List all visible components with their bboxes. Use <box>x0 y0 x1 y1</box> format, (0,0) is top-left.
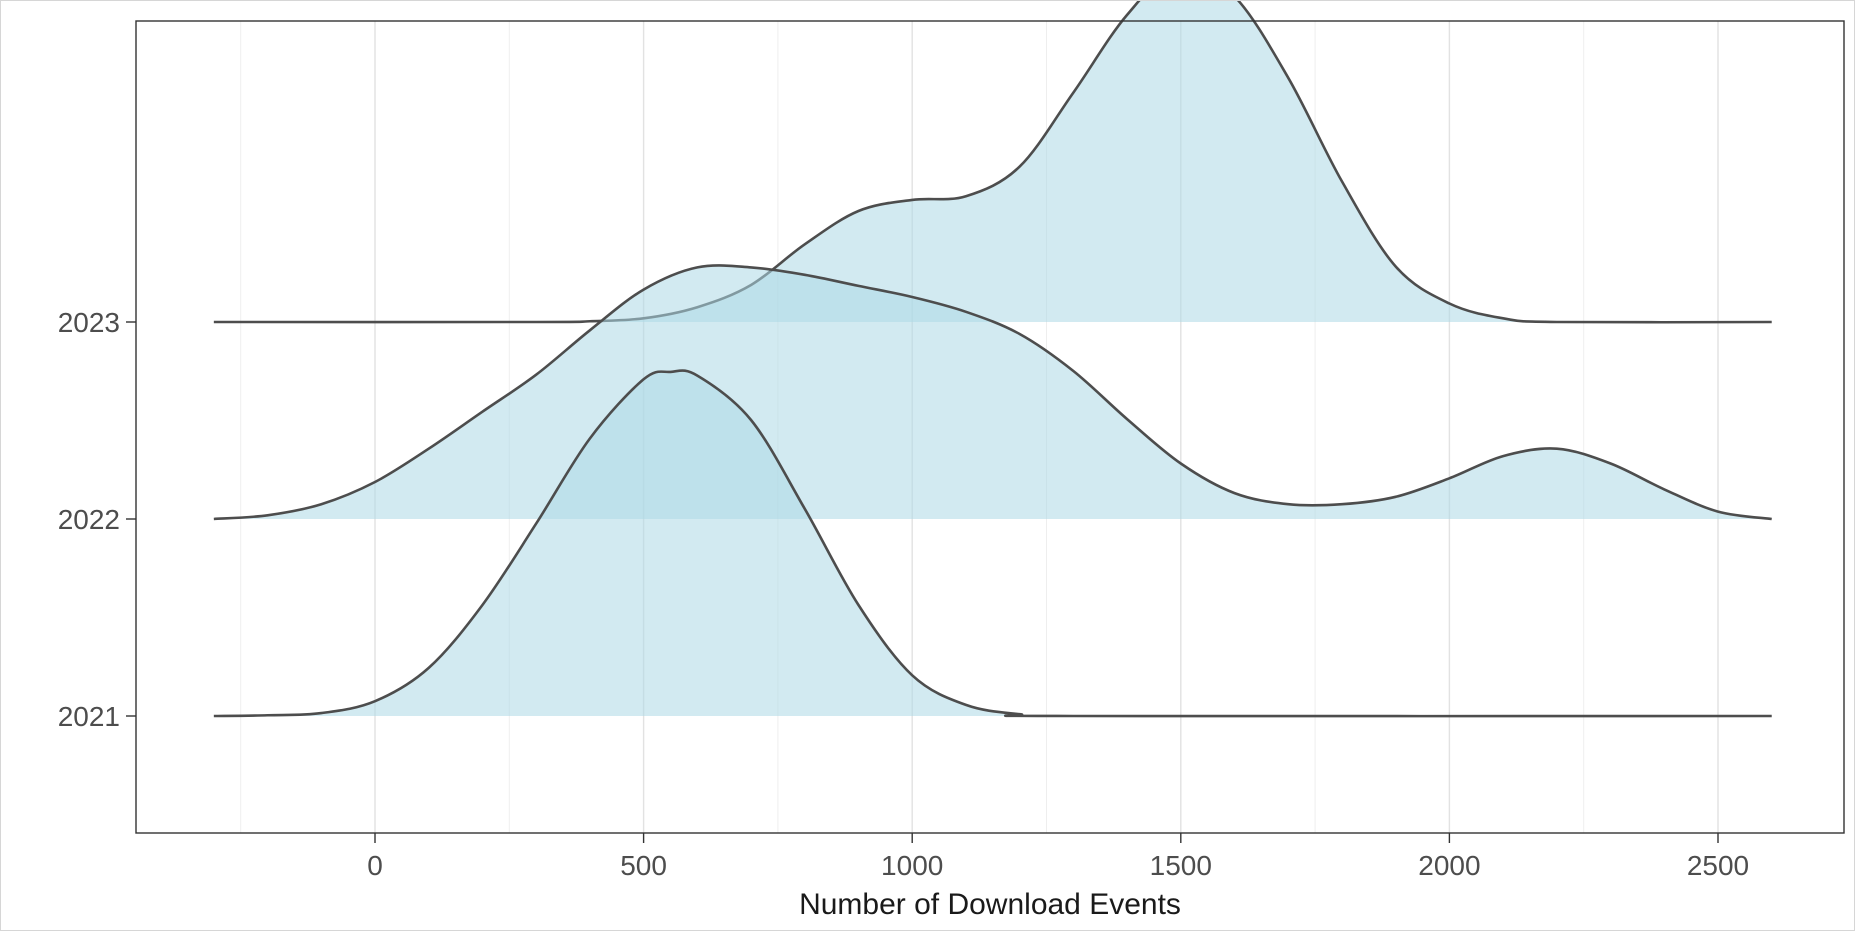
x-tick-label: 2000 <box>1418 850 1480 881</box>
ridge-2023 <box>213 1 1772 324</box>
x-tick-label: 1000 <box>881 850 943 881</box>
x-tick-label: 2500 <box>1687 850 1749 881</box>
ridge-line-2022 <box>213 264 1772 521</box>
ridge-2021 <box>213 369 1772 718</box>
y-tick-label: 2022 <box>58 504 120 535</box>
x-axis-title: Number of Download Events <box>799 888 1181 921</box>
x-tick-label: 1500 <box>1150 850 1212 881</box>
x-tick-label: 0 <box>367 850 383 881</box>
density-ridges <box>213 1 1772 718</box>
x-tick-label: 500 <box>620 850 667 881</box>
y-tick-label: 2023 <box>58 307 120 338</box>
y-tick-label: 2021 <box>58 701 120 732</box>
panel-border <box>135 20 1845 834</box>
ridge-fill-2023 <box>213 1 1772 323</box>
ridge-line-2021 <box>213 369 1772 718</box>
axes: 2021 2022 2023 0 500 1000 1500 2000 2500 <box>58 307 1749 881</box>
ridge-fill-2021 <box>213 370 1772 717</box>
